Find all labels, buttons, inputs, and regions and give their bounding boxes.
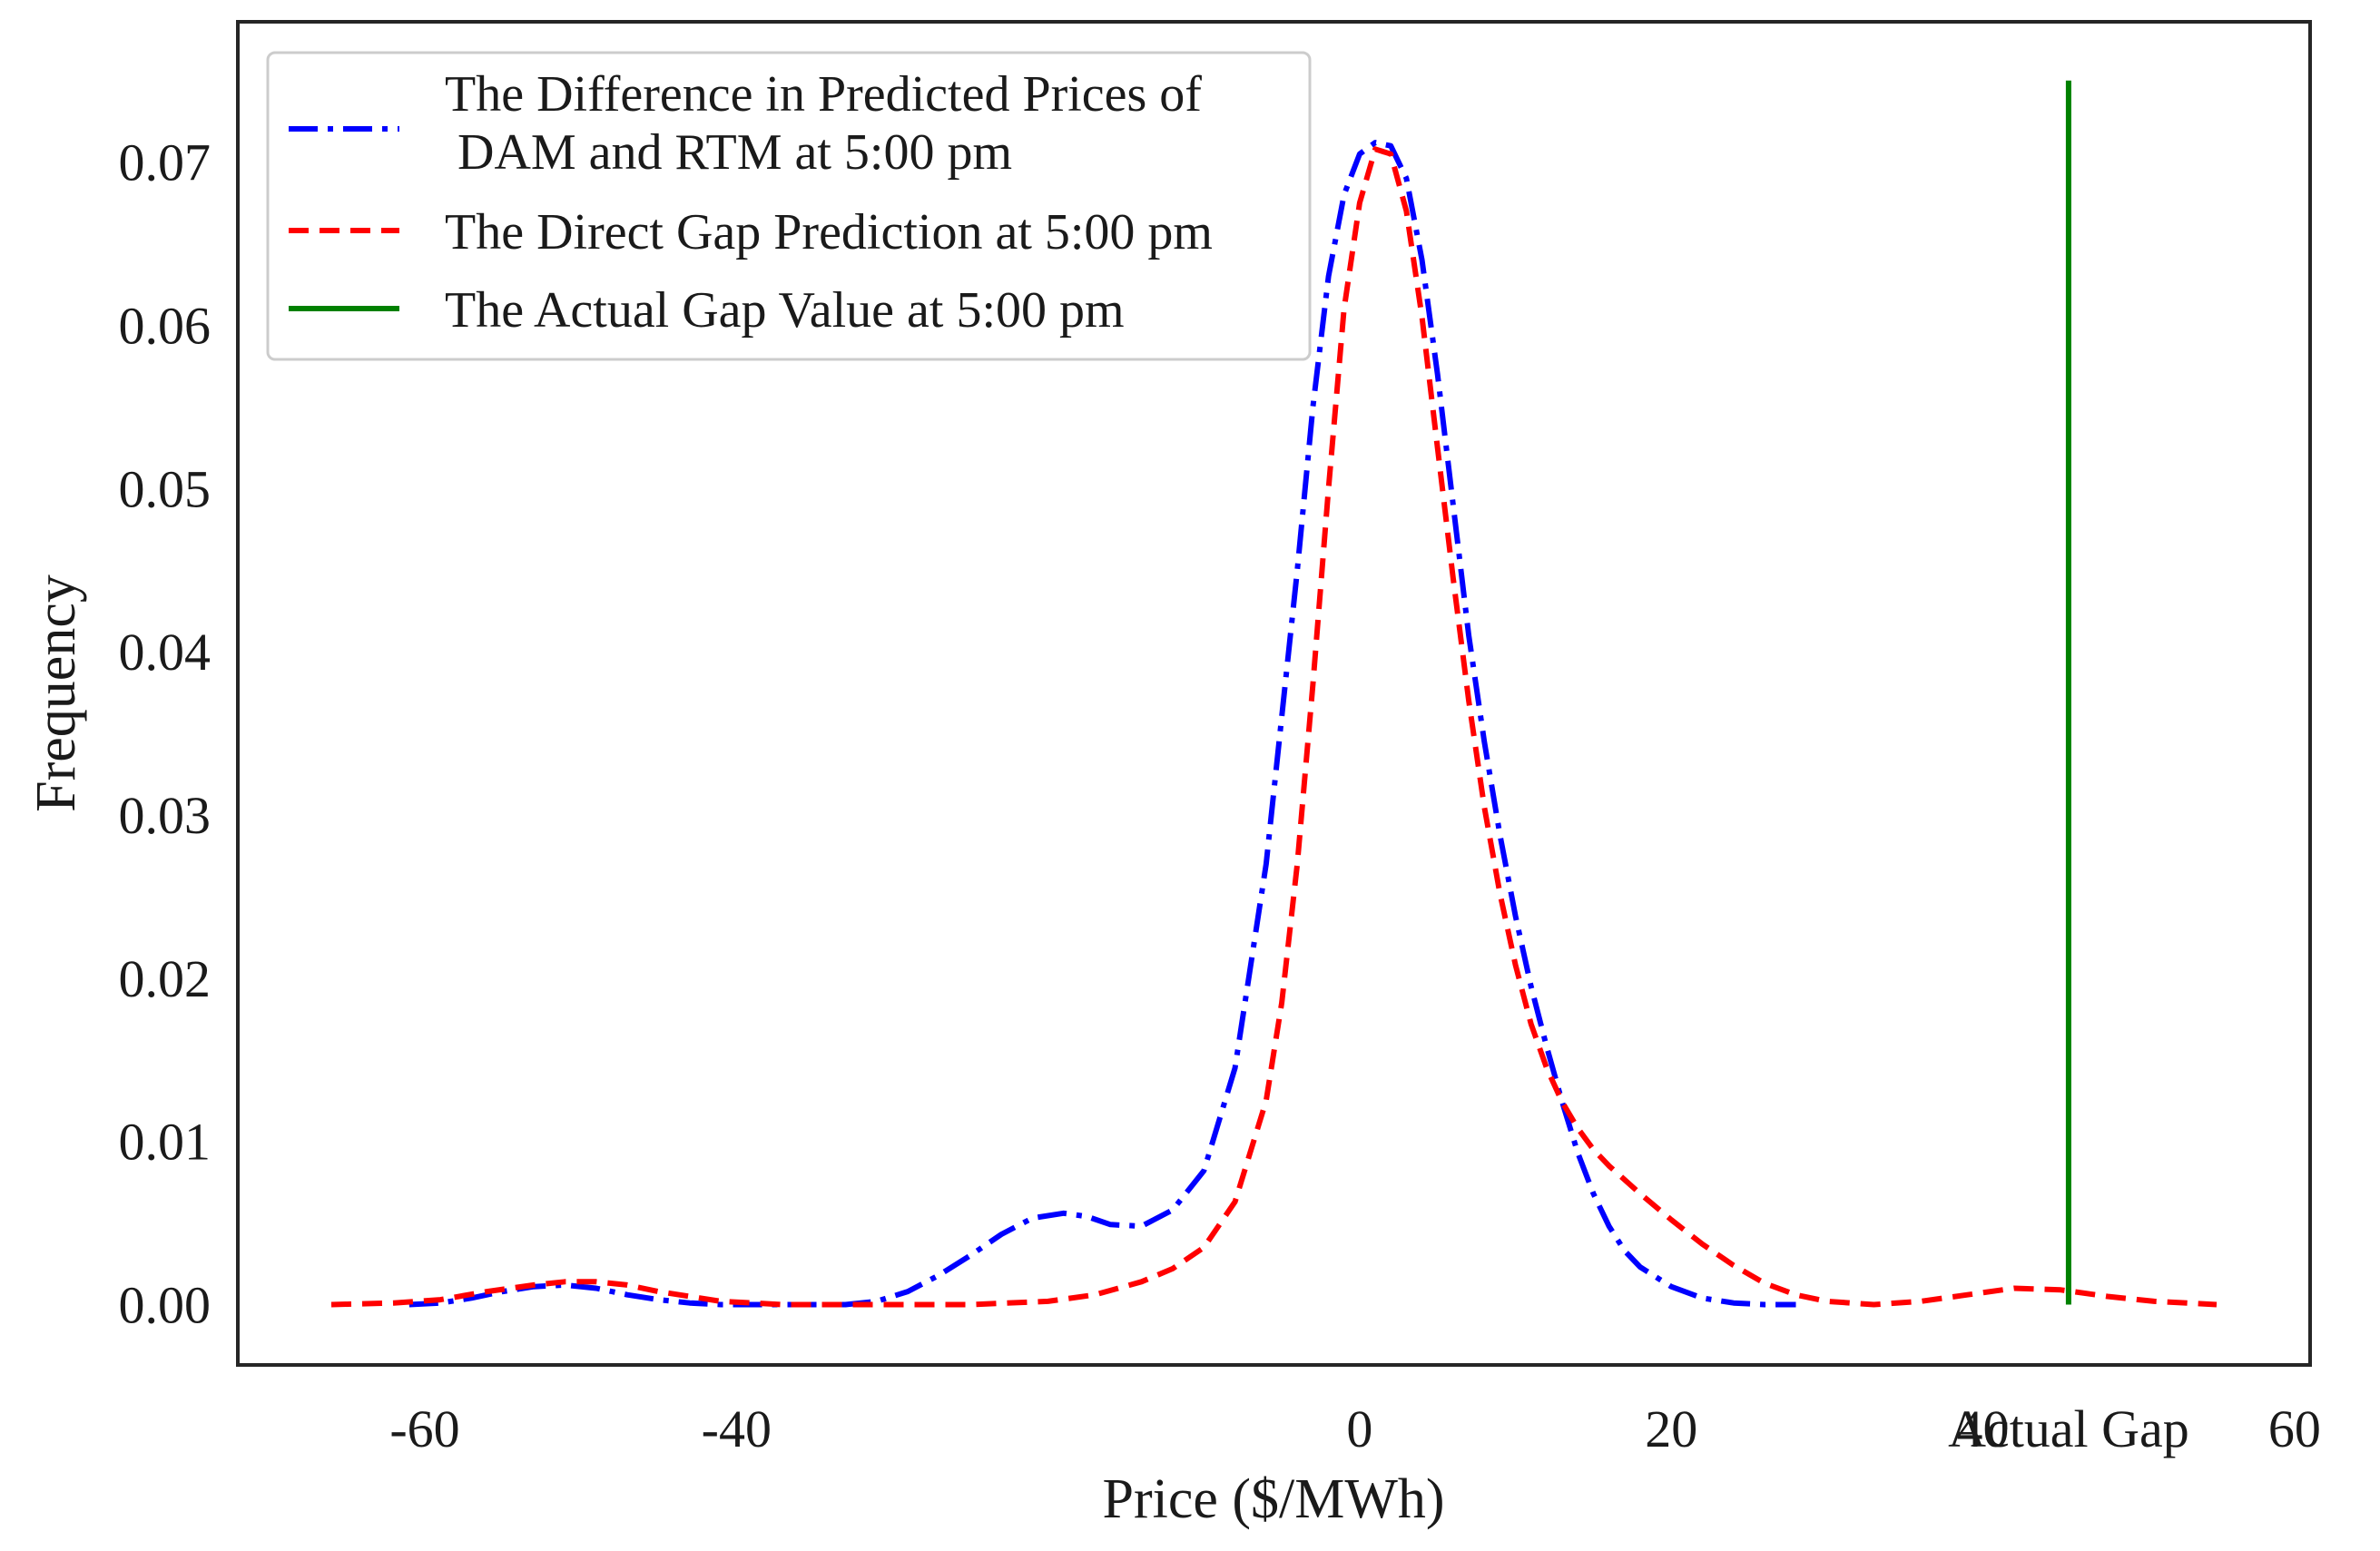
x-tick-label: 60	[2268, 1399, 2321, 1458]
legend-label: DAM and RTM at 5:00 pm	[445, 124, 1012, 181]
legend-box	[266, 51, 1312, 361]
x-annotation-actual-gap: Actual Gap	[1948, 1399, 2189, 1458]
x-axis-label: Price ($/MWh)	[1102, 1468, 1444, 1530]
y-tick-label: 0.05	[119, 459, 211, 518]
y-tick-label: 0.02	[119, 949, 211, 1008]
y-tick-label: 0.00	[119, 1275, 211, 1334]
y-tick-labels: 0.00 0.01 0.02 0.03 0.04 0.05 0.06 0.07	[119, 133, 211, 1335]
y-tick-label: 0.07	[119, 133, 211, 192]
x-tick-label: -40	[702, 1399, 772, 1458]
legend-label: The Actual Gap Value at 5:00 pm	[445, 282, 1125, 339]
legend: The Difference in Predicted Prices of DA…	[266, 51, 1312, 361]
series-line-the-direct-gap-prediction-at-5-00-pm	[330, 146, 2218, 1308]
y-axis-label: Frequency	[25, 574, 87, 812]
plot-frame	[236, 20, 2312, 1367]
y-tick-label: 0.06	[119, 296, 211, 355]
x-tick-label: -60	[389, 1399, 459, 1458]
x-tick-label: 0	[1346, 1399, 1372, 1458]
x-tick-label: 40	[1957, 1399, 2010, 1458]
x-tick-label: 20	[1645, 1399, 1697, 1458]
y-tick-label: 0.04	[119, 623, 211, 682]
y-tick-label: 0.03	[119, 786, 211, 845]
y-tick-label: 0.01	[119, 1113, 211, 1172]
series-layer	[330, 80, 2218, 1308]
legend-label: The Direct Gap Prediction at 5:00 pm	[445, 204, 1213, 260]
legend-label: The Difference in Predicted Prices of	[445, 66, 1202, 123]
x-tick-labels: -60 -40 0 20 40 60 Actual Gap	[389, 1399, 2321, 1458]
series-line-the-difference-in-predicted-prices-of	[408, 140, 1796, 1308]
